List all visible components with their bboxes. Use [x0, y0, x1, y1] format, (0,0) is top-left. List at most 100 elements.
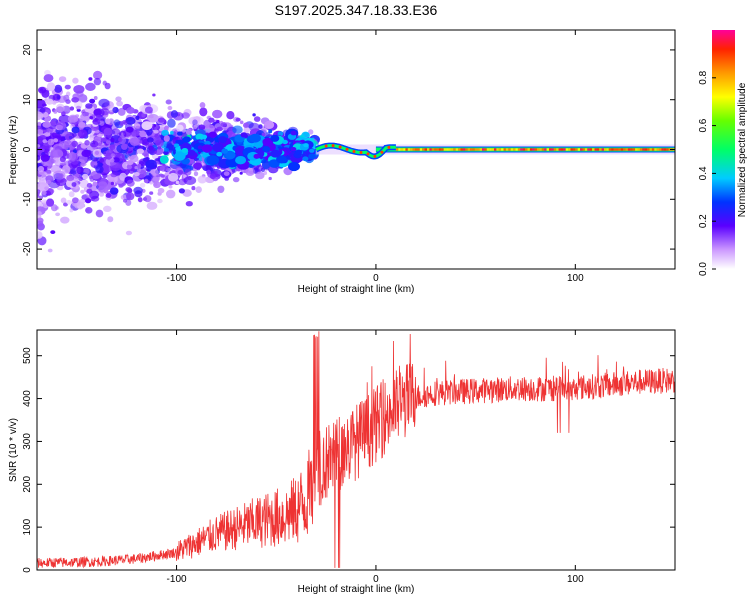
spectrogram-blob: [73, 85, 85, 94]
spectrogram-blob: [125, 230, 132, 236]
spectrogram-blob: [71, 126, 80, 134]
spectrogram-blob: [201, 134, 208, 139]
spectrogram-blob: [104, 82, 111, 90]
spectrogram-blob: [142, 147, 147, 151]
spectrogram-blob: [177, 131, 183, 136]
spectrogram-blob: [217, 185, 225, 193]
spectrogram-blob: [71, 182, 77, 187]
tone-core-cell: [637, 148, 640, 151]
spectrogram-blob: [126, 160, 134, 166]
spectrogram-blob: [50, 204, 58, 212]
tone-core-cell: [465, 148, 468, 151]
spectrogram-blob: [93, 162, 98, 166]
spectrogram-blob: [243, 127, 250, 134]
spectrogram-blob: [168, 185, 173, 189]
tone-core-cell: [498, 148, 502, 151]
spectrogram-blob: [97, 142, 102, 146]
tone-core-cell: [611, 148, 614, 151]
spectrogram-blob: [42, 121, 51, 128]
spectrogram-blob: [103, 205, 112, 212]
tone-core-cell: [613, 148, 616, 151]
spectrogram-blob: [263, 171, 268, 175]
tone-core-dot: [352, 150, 356, 153]
spectrogram-blob: [67, 114, 79, 123]
spectrogram-blob: [184, 168, 192, 176]
spectrogram-blob: [81, 149, 91, 158]
spectrogram-blob: [263, 120, 275, 129]
tone-core-cell: [537, 148, 540, 151]
spectrogram-blob: [98, 181, 108, 189]
tone-core-cell: [455, 148, 459, 151]
spectrogram-blob: [163, 147, 169, 152]
spectrogram-blob: [167, 118, 176, 128]
tone-core-cell: [599, 148, 602, 151]
tone-core-dot: [345, 147, 349, 151]
spectrogram-blob: [95, 114, 102, 120]
spectrogram-blob: [61, 164, 71, 174]
tone-core-cell: [458, 148, 461, 151]
tone-core-cell: [635, 148, 638, 151]
tone-core-cell: [575, 148, 578, 151]
spectrogram-blob: [252, 113, 256, 117]
spectrogram-blob: [245, 167, 255, 176]
tone-core-cell: [551, 148, 554, 151]
spectrogram-blob: [40, 199, 48, 205]
tone-core-cell: [642, 148, 645, 151]
tone-core-cell: [477, 148, 480, 151]
spectrogram-y-ticks: -20 -10 0 10 20: [22, 44, 675, 256]
tone-core-cell: [620, 148, 624, 151]
spectrogram-blob: [85, 198, 92, 204]
spectrogram-blob: [232, 177, 240, 183]
tone-core-cell: [570, 148, 573, 151]
tone-core-cell: [546, 148, 549, 151]
spectrogram-blob: [143, 178, 149, 184]
tone-core-cell: [604, 148, 607, 151]
spectrogram-blob: [290, 130, 297, 136]
spectrogram-blob: [208, 131, 217, 138]
tone-core-cell: [431, 148, 435, 151]
tone-core-cell: [572, 148, 576, 151]
tone-core-cell: [661, 148, 664, 151]
spectrogram-blob: [95, 209, 104, 218]
tone-core-cell: [510, 148, 514, 151]
tone-core-cell: [649, 148, 652, 151]
spectrogram-blob: [157, 117, 166, 123]
spectrogram-blob: [131, 133, 137, 137]
spectrogram-blob: [103, 127, 113, 136]
spectrogram-blob: [88, 77, 93, 81]
spectrogram-blob: [149, 180, 154, 185]
spectrogram-blob: [138, 140, 143, 144]
spectrogram-blob: [110, 138, 115, 143]
spectrogram-blob: [117, 107, 126, 116]
spectrogram-blob: [69, 106, 75, 111]
spectrogram-blob: [89, 140, 99, 148]
tone-core-cell: [668, 148, 671, 151]
spectrogram-blob: [45, 190, 52, 196]
spectrogram-blob: [54, 84, 63, 93]
tone-core-cell: [515, 148, 518, 151]
tone-core-cell: [556, 148, 559, 151]
spectrogram-blob: [99, 120, 105, 126]
spectrogram-blob: [82, 173, 89, 180]
spectrogram-blob: [68, 135, 73, 140]
spectrogram-blob: [114, 175, 125, 184]
spectrogram-blob: [253, 116, 261, 122]
spectrogram-blob: [159, 165, 169, 172]
spectrogram-blob: [46, 198, 55, 207]
spectrogram-blob: [174, 143, 180, 148]
spectrogram-blob: [183, 176, 197, 185]
spectrogram-blob: [75, 105, 82, 110]
spectrogram-blob: [71, 97, 80, 103]
spectrogram-blob: [193, 162, 203, 170]
spectrogram-y-tick-label: 0: [22, 146, 33, 152]
tone-core-cell: [427, 148, 430, 151]
snr-y-tick-label: 500: [22, 347, 33, 364]
spectrogram-blob: [40, 154, 50, 162]
tone-core-cell: [663, 148, 667, 151]
spectrogram-blob: [37, 98, 46, 109]
spectrogram-blob: [126, 192, 135, 201]
tone-core-cell: [489, 148, 492, 151]
tone-core-cell: [568, 148, 571, 151]
spectrogram-blob: [270, 134, 280, 142]
